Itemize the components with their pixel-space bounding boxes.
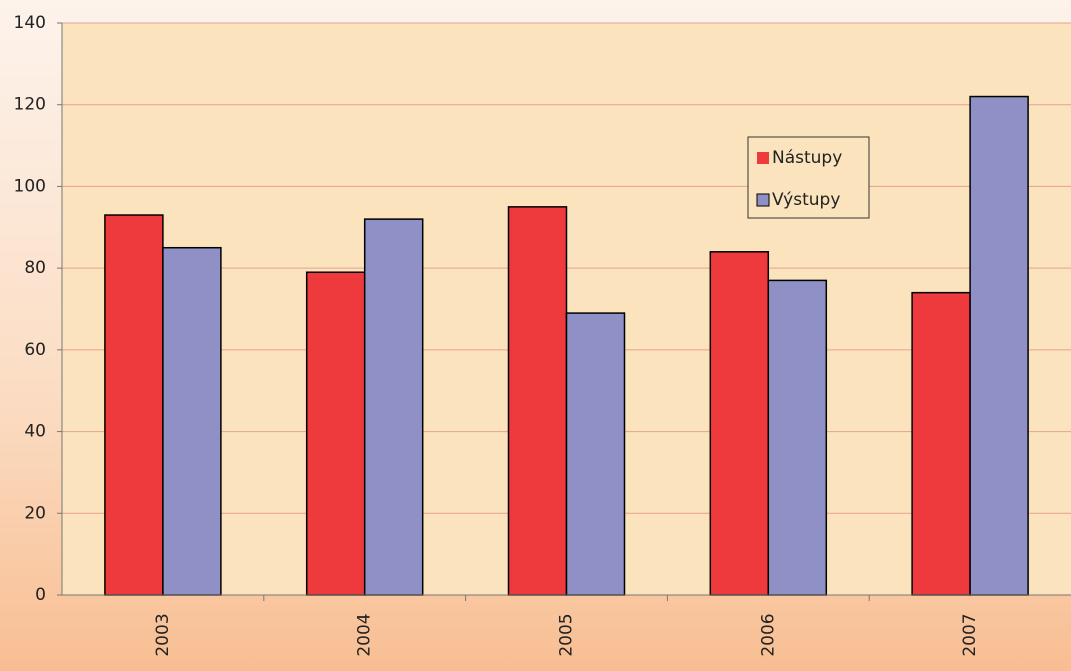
y-tick-label: 80 bbox=[24, 258, 46, 278]
bar bbox=[969, 95, 1029, 596]
legend-swatch bbox=[757, 152, 769, 164]
y-tick-label: 60 bbox=[24, 340, 46, 360]
bar bbox=[767, 279, 828, 596]
legend-box bbox=[747, 136, 870, 219]
legend: Nástupy Výstupy bbox=[747, 136, 870, 219]
y-tick-label: 40 bbox=[24, 422, 46, 442]
x-tick-label: 2003 bbox=[153, 613, 173, 656]
bar bbox=[305, 271, 366, 596]
x-tick-label: 2007 bbox=[960, 613, 980, 656]
bar bbox=[162, 246, 222, 596]
bar bbox=[104, 214, 164, 596]
y-tick-label: 140 bbox=[14, 13, 46, 33]
y-tick-label: 100 bbox=[14, 176, 46, 196]
legend-label: Nástupy bbox=[772, 148, 842, 168]
bar bbox=[507, 206, 568, 596]
y-tick-label: 20 bbox=[24, 503, 46, 523]
x-tick-label: 2005 bbox=[557, 613, 577, 656]
legend-label: Výstupy bbox=[772, 190, 840, 210]
bar bbox=[709, 251, 770, 596]
bar bbox=[363, 218, 424, 596]
bar bbox=[911, 291, 971, 596]
y-tick-label: 0 bbox=[35, 585, 46, 605]
bar bbox=[565, 312, 626, 596]
x-tick-label: 2004 bbox=[355, 613, 375, 656]
y-tick-label: 120 bbox=[14, 95, 46, 115]
legend-swatch bbox=[756, 193, 770, 207]
x-tick-label: 2006 bbox=[758, 613, 778, 656]
